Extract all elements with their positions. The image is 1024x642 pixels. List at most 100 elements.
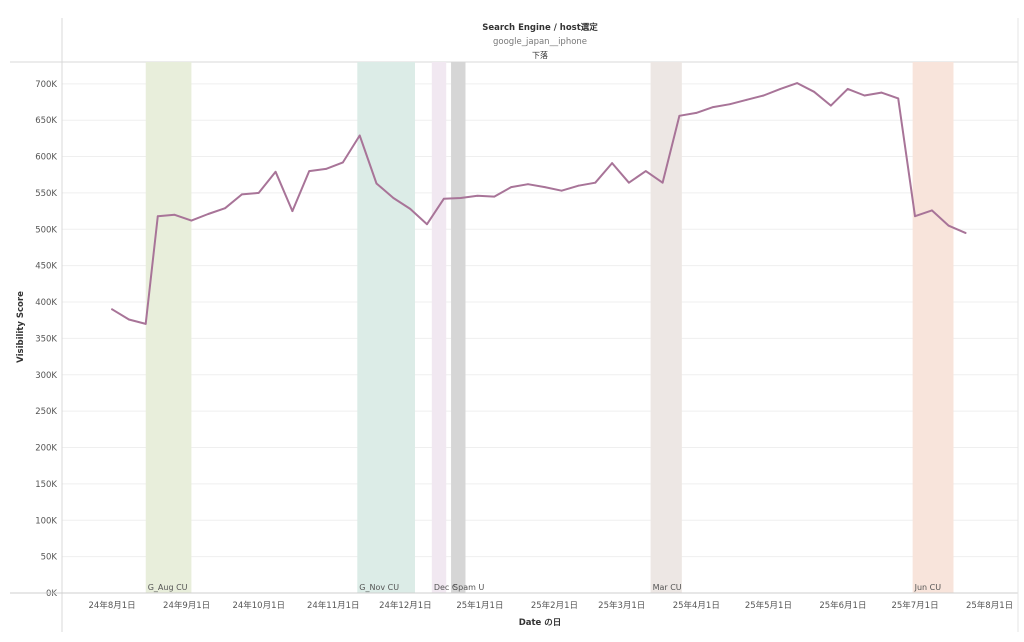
data-point xyxy=(240,193,243,196)
band-g-nov-cu xyxy=(357,62,415,593)
data-point xyxy=(813,90,815,93)
y-tick-label: 550K xyxy=(35,189,57,199)
band-dec-c xyxy=(431,62,447,593)
data-point xyxy=(695,112,698,114)
band-label: Mar CU xyxy=(653,583,682,592)
y-axis-ticks: 0K 50K 100K 150K 200K 250K 300K 350K 400K 450K 500… xyxy=(35,80,57,599)
band-label: G_Nov CU xyxy=(359,583,399,592)
x-tick-label: 25年1月1日 xyxy=(456,600,503,611)
series-line xyxy=(111,82,967,325)
y-tick-label: 250K xyxy=(35,407,57,417)
data-point xyxy=(964,232,967,234)
x-axis-ticks: 24年8月1日 24年9月1日 24年10月1日 24年11月1日 24年12月1日 25… xyxy=(89,600,1014,611)
data-point xyxy=(745,98,748,101)
data-point xyxy=(156,215,159,218)
y-tick-label: 700K xyxy=(35,80,57,90)
y-tick-label: 0K xyxy=(46,589,57,599)
data-point xyxy=(543,186,546,189)
x-tick-label: 25年6月1日 xyxy=(819,600,866,611)
data-point xyxy=(459,197,462,199)
data-point xyxy=(207,213,210,215)
x-tick-label: 24年8月1日 xyxy=(89,600,136,611)
data-point xyxy=(257,192,260,194)
x-tick-label: 25年4月1日 xyxy=(673,600,720,611)
data-point xyxy=(661,181,664,184)
data-point xyxy=(111,308,113,311)
y-tick-label: 200K xyxy=(35,444,57,454)
x-tick-label: 24年12月1日 xyxy=(379,600,432,611)
x-tick-label: 24年11月1日 xyxy=(307,600,360,611)
data-point xyxy=(476,194,479,197)
series-layer xyxy=(111,82,967,325)
y-tick-label: 650K xyxy=(35,116,57,126)
x-tick-label: 25年7月1日 xyxy=(891,600,938,611)
header-subtitle: google_japan__iphone xyxy=(493,37,587,47)
band-label: Dec C xyxy=(434,583,458,592)
data-point xyxy=(442,197,445,200)
band-spam-u xyxy=(451,62,466,593)
data-point xyxy=(291,210,294,213)
y-tick-label: 600K xyxy=(35,153,57,163)
band-label: G_Aug CU xyxy=(148,583,188,592)
data-point xyxy=(863,94,866,97)
y-tick-label: 100K xyxy=(35,516,57,526)
data-point xyxy=(224,207,226,210)
data-point xyxy=(644,170,647,173)
data-point xyxy=(729,103,731,106)
data-point xyxy=(560,189,563,192)
header-status: 下落 xyxy=(532,50,548,60)
data-point xyxy=(846,88,849,90)
data-point xyxy=(325,168,327,170)
y-axis-label: Visibility Score xyxy=(16,291,26,363)
band-label: Jun CU xyxy=(914,583,942,592)
data-point xyxy=(409,208,412,210)
x-tick-label: 24年10月1日 xyxy=(232,600,285,611)
data-point xyxy=(611,162,614,165)
x-tick-label: 25年3月1日 xyxy=(598,600,645,611)
x-tick-label: 25年2月1日 xyxy=(531,600,578,611)
data-point xyxy=(173,213,176,216)
gridlines xyxy=(62,83,1018,558)
x-tick-label: 25年5月1日 xyxy=(745,600,792,611)
data-point xyxy=(678,114,681,117)
y-tick-label: 350K xyxy=(35,334,57,344)
data-point xyxy=(914,215,916,218)
y-tick-label: 300K xyxy=(35,371,57,381)
data-point xyxy=(341,161,344,164)
band-jun-cu xyxy=(912,62,954,593)
y-tick-label: 150K xyxy=(35,480,57,490)
data-point xyxy=(829,104,832,107)
band-mar-cu xyxy=(650,62,682,593)
x-tick-label: 25年8月1日 xyxy=(966,600,1013,611)
y-tick-label: 450K xyxy=(35,262,57,272)
y-tick-label: 50K xyxy=(41,553,58,563)
data-point xyxy=(493,195,496,198)
data-point xyxy=(880,91,883,94)
data-point xyxy=(308,170,311,173)
data-point xyxy=(762,94,765,97)
x-axis-label: Date の日 xyxy=(519,618,562,628)
data-point xyxy=(392,197,395,199)
data-point xyxy=(527,183,529,186)
data-point xyxy=(358,134,361,137)
data-point xyxy=(779,88,782,90)
y-tick-label: 400K xyxy=(35,298,57,308)
data-point xyxy=(628,181,630,184)
data-point xyxy=(190,219,193,222)
data-point xyxy=(796,82,799,84)
data-point xyxy=(577,184,580,187)
y-tick-label: 500K xyxy=(35,225,57,235)
header-title: Search Engine / host選定 xyxy=(482,22,598,33)
data-point xyxy=(712,106,714,108)
data-point xyxy=(510,186,513,189)
band-g-aug-cu xyxy=(145,62,192,593)
data-point xyxy=(947,224,950,227)
data-point xyxy=(128,318,130,321)
data-point xyxy=(375,182,378,185)
band-label: Spam U xyxy=(453,583,484,592)
data-point xyxy=(594,181,597,184)
x-tick-label: 24年9月1日 xyxy=(163,600,210,611)
data-point xyxy=(897,97,900,100)
